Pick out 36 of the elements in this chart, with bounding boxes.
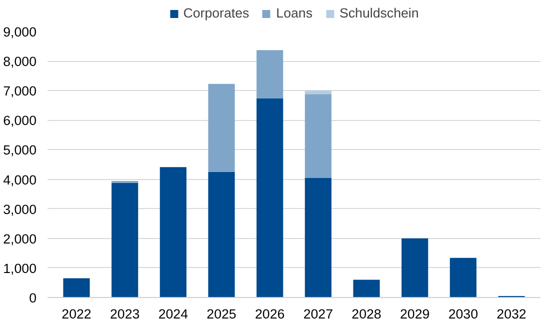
x-tick-label: 2027 (303, 306, 333, 321)
x-tick-label: 2022 (62, 306, 92, 321)
bar (208, 84, 235, 172)
x-tick-label: 2032 (496, 306, 526, 321)
x-tick-label: 2023 (110, 306, 140, 321)
y-tick-label: 8,000 (3, 54, 37, 70)
bar (160, 167, 186, 298)
x-tick-label: 2024 (158, 306, 189, 321)
x-tick-label: 2026 (255, 306, 285, 321)
legend-label: Loans (276, 6, 312, 20)
y-tick-label: 3,000 (3, 202, 37, 217)
bar (450, 258, 476, 298)
legend-label: Corporates (183, 6, 250, 20)
legend-label: Schuldschein (339, 6, 419, 20)
x-tick-label: 2029 (400, 306, 430, 321)
y-tick-label: 2,000 (3, 231, 37, 246)
y-tick-label: 9,000 (3, 24, 37, 40)
bar (208, 172, 235, 298)
y-tick-label: 6,000 (3, 113, 37, 128)
bar (304, 94, 332, 178)
bar (256, 50, 284, 98)
y-tick-label: 7,000 (3, 84, 37, 99)
x-tick-label: 2030 (448, 306, 478, 321)
y-tick-label: 5,000 (3, 142, 37, 158)
bar (63, 278, 90, 298)
bar (304, 90, 332, 94)
y-tick-label: 4,000 (3, 172, 37, 188)
bar (402, 238, 428, 298)
bar (304, 178, 332, 298)
y-tick-label: 1,000 (3, 260, 37, 276)
x-tick-label: 2025 (206, 306, 236, 321)
bar (353, 280, 380, 298)
bar (256, 98, 284, 298)
y-tick-label: 0 (29, 290, 37, 306)
bar (112, 182, 138, 298)
x-tick-label: 2028 (352, 306, 382, 321)
